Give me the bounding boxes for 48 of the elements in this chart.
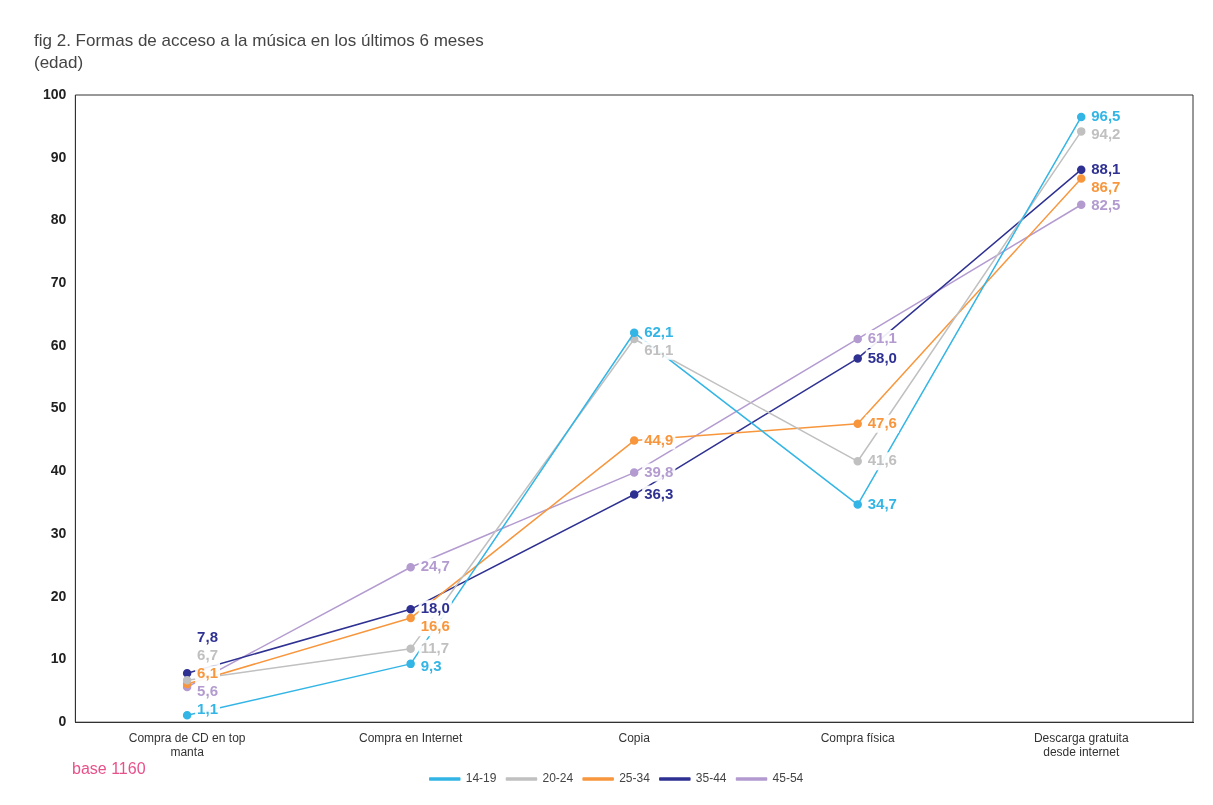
data-label: 36,3 <box>644 484 674 502</box>
chart-title: fig 2. Formas de acceso a la música en los últimos 6 meses (edad) <box>34 30 485 74</box>
y-tick-label: 90 <box>50 148 67 165</box>
data-label: 1,1 <box>197 700 218 718</box>
data-label: 6,7 <box>197 646 218 664</box>
legend-label: 14-19 <box>465 771 497 786</box>
data-label: 7,8 <box>197 628 218 646</box>
y-tick-label: 100 <box>43 85 67 102</box>
data-label: 9,3 <box>420 656 442 674</box>
y-tick-label: 0 <box>58 713 67 730</box>
data-label: 61,1 <box>644 340 674 358</box>
legend-label: 35-44 <box>695 771 727 786</box>
data-label: 6,1 <box>197 664 218 682</box>
data-label: 96,5 <box>1091 107 1121 125</box>
x-tick-label: Compra física <box>820 730 896 745</box>
data-label: 62,1 <box>644 322 674 340</box>
data-label: 47,6 <box>867 413 897 431</box>
data-label: 24,7 <box>420 557 450 575</box>
data-label: 34,7 <box>867 494 897 512</box>
text: base 1160 <box>72 760 146 778</box>
data-label: 16,6 <box>420 617 450 635</box>
x-tick-label: Copia <box>618 730 651 745</box>
y-tick-label: 80 <box>50 211 67 228</box>
y-tick-label: 50 <box>50 399 67 416</box>
y-tick-label: 20 <box>50 587 67 604</box>
y-tick-label: 60 <box>50 336 67 353</box>
data-label: 5,6 <box>197 682 218 700</box>
x-tick-label: Descarga gratuita desde internet <box>1033 730 1129 760</box>
data-label: 39,8 <box>644 462 674 480</box>
x-tick-label: Compra de CD en top manta <box>128 730 246 760</box>
x-tick-label: Compra en Internet <box>358 730 464 745</box>
legend-label: 25-34 <box>619 771 651 786</box>
data-label: 82,5 <box>1091 195 1121 213</box>
y-tick-label: 40 <box>50 462 67 479</box>
data-label: 11,7 <box>420 638 450 656</box>
data-label: 94,2 <box>1091 125 1121 143</box>
legend-label: 45-54 <box>772 771 804 786</box>
data-label: 44,9 <box>644 430 674 448</box>
data-label: 41,6 <box>867 451 897 469</box>
data-label: 18,0 <box>420 599 450 617</box>
y-tick-label: 70 <box>50 274 67 291</box>
data-label: 88,1 <box>1091 159 1121 177</box>
data-label: 58,0 <box>867 348 897 366</box>
data-label: 61,1 <box>867 329 897 347</box>
y-tick-label: 10 <box>50 650 67 667</box>
data-label: 86,7 <box>1091 177 1121 195</box>
y-tick-label: 30 <box>50 524 67 541</box>
legend-label: 20-24 <box>542 771 574 786</box>
